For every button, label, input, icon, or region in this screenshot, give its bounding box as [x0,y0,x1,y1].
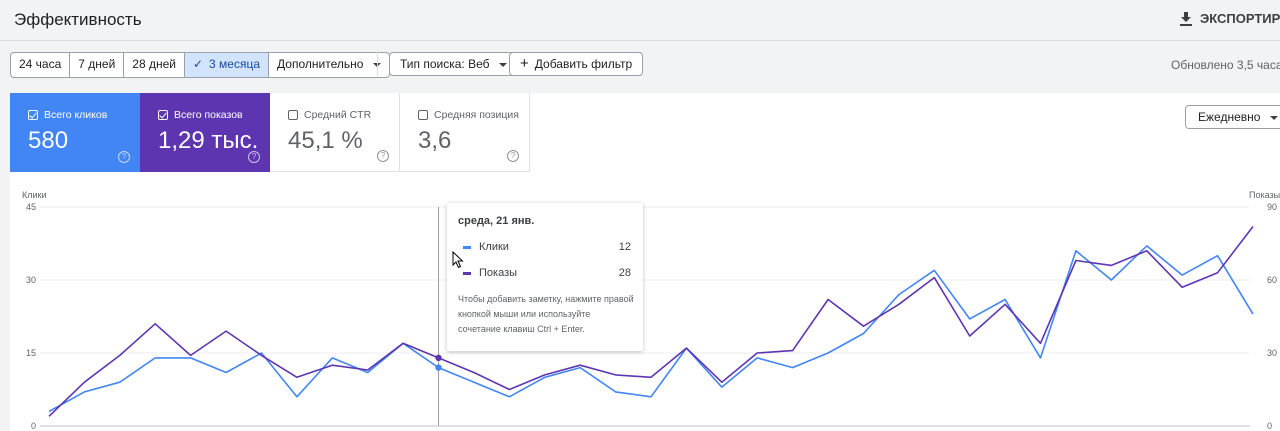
y-tick-label-left: 30 [26,275,36,285]
range-3m[interactable]: ✓ 3 месяца [184,53,270,77]
range-3m-label: 3 месяца [209,57,261,71]
metric-value: 580 [28,127,69,154]
y-tick-label-right: 60 [1267,275,1277,285]
dropdown-caret-icon [499,62,508,67]
y-tick-label-right: 0 [1267,421,1272,431]
granularity-dropdown[interactable]: Ежедневно [1185,105,1280,129]
add-filter-button[interactable]: + Добавить фильтр [509,52,644,76]
series-line-impressions [48,226,1254,417]
export-label: ЭКСПОРТИРОВА [1200,11,1280,26]
checkbox-icon [28,110,38,120]
metric-label: Средняя позиция [434,109,519,121]
search-type-dropdown[interactable]: Тип поиска: Веб [389,52,519,76]
divider [377,52,378,76]
tooltip-row-impressions: Показы 28 [463,267,631,279]
y-axis-label-right: Показы [1249,190,1280,200]
series-swatch [463,271,471,275]
range-7d[interactable]: 7 дней [70,53,125,77]
range-more-label: Дополнительно [277,57,364,71]
plus-icon: + [520,55,529,72]
mouse-cursor-icon [452,251,464,269]
range-28d[interactable]: 28 дней [124,53,185,77]
search-type-label: Тип поиска: Веб [400,57,490,71]
dropdown-caret-icon [1270,115,1279,120]
chart-tooltip: среда, 21 янв. Клики 12 Показы 28 Чтобы до… [447,203,643,351]
metric-card-position[interactable]: Средняя позиция 3,6 ? [400,93,530,172]
add-filter-label: Добавить фильтр [534,57,633,71]
help-icon[interactable]: ? [507,150,519,162]
metric-value: 3,6 [418,127,452,154]
y-tick-label-left: 45 [26,202,36,212]
checkbox-icon [418,110,428,120]
metric-card-ctr[interactable]: Средний CTR 45,1 % ? [270,93,400,172]
y-tick-label-left: 15 [26,348,36,358]
tooltip-series-name: Показы [479,267,518,279]
checkbox-icon [158,110,168,120]
export-button[interactable]: ЭКСПОРТИРОВА [1180,11,1280,26]
help-icon[interactable]: ? [248,151,260,163]
performance-panel: Всего кликов 580 ? Всего показов 1,29 ты… [10,93,1280,431]
date-range-selector: 24 часа 7 дней 28 дней ✓ 3 месяца Дополни… [10,52,391,78]
series-line-clicks [48,245,1254,413]
hover-point [435,354,442,362]
page-title: Эффективность [14,10,142,29]
range-24h[interactable]: 24 часа [11,53,71,77]
y-tick-label-right: 30 [1267,348,1277,358]
tooltip-date: среда, 21 янв. [458,215,535,227]
tooltip-row-clicks: Клики 12 [463,241,631,253]
filter-bar: 24 часа 7 дней 28 дней ✓ 3 месяца Дополни… [0,52,1280,78]
series-swatch [463,245,471,249]
tooltip-note: Чтобы добавить заметку, нажмите правой к… [458,294,634,334]
tooltip-series-value: 28 [618,267,631,279]
metric-label: Средний CTR [304,109,372,121]
download-icon [1180,11,1192,26]
y-tick-label-left: 0 [31,421,36,431]
metric-label: Всего показов [174,109,243,121]
checkbox-icon [288,110,298,120]
metric-card-clicks[interactable]: Всего кликов 580 ? [10,93,140,172]
y-axis-label-left: Клики [22,190,47,200]
tooltip-series-name: Клики [479,241,509,253]
metric-label: Всего кликов [44,109,108,121]
help-icon[interactable]: ? [377,150,389,162]
metric-value: 45,1 % [288,127,363,154]
tooltip-series-value: 12 [618,241,631,253]
y-tick-label-right: 90 [1267,202,1277,212]
updated-status: Обновлено 3,5 часа н [1171,58,1280,72]
header-bar: Эффективность ЭКСПОРТИРОВА [0,0,1280,41]
metric-card-impressions[interactable]: Всего показов 1,29 тыс. ? [140,93,270,172]
check-icon: ✓ [192,57,204,71]
metric-value: 1,29 тыс. [158,127,259,154]
help-icon[interactable]: ? [118,151,130,163]
hover-point [435,364,442,371]
granularity-label: Ежедневно [1198,110,1261,124]
